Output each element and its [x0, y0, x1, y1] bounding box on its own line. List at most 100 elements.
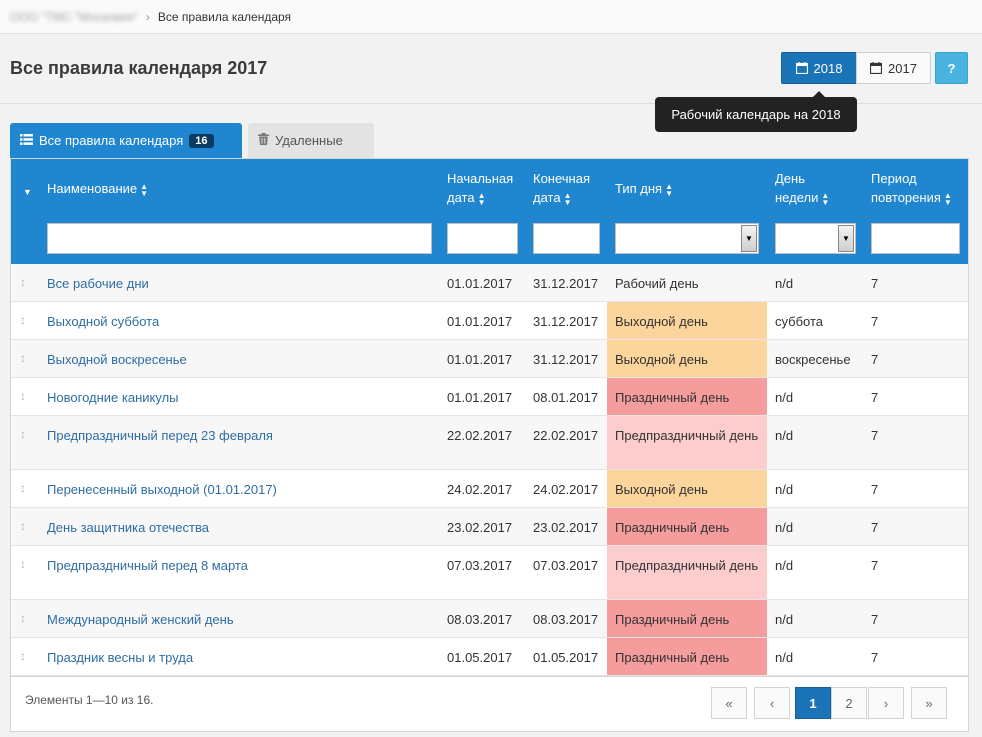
- drag-handle-icon[interactable]: ↕: [20, 519, 26, 533]
- dropdown-arrow-icon[interactable]: ▼: [741, 225, 757, 252]
- rule-name-link[interactable]: Предпраздничный перед 8 марта: [47, 558, 248, 573]
- rule-name-link[interactable]: Выходной воскресенье: [47, 352, 187, 367]
- day-type-cell: Выходной день: [607, 340, 767, 377]
- page-1-button[interactable]: 1: [795, 687, 831, 719]
- day-type-cell: Праздничный день: [607, 600, 767, 637]
- start-date-cell: 07.03.2017: [447, 558, 513, 573]
- rule-name-link[interactable]: Выходной суббота: [47, 314, 160, 329]
- rule-name-link[interactable]: Перенесенный выходной (01.01.2017): [47, 482, 277, 497]
- rules-table-panel: ▼ Наименование ▲ ▼ Начальная дата ▲ ▼ Конечн…: [10, 158, 969, 732]
- table-row[interactable]: ↕ Предпраздничный перед 8 марта 07.03.2017…: [11, 546, 968, 600]
- table-row[interactable]: ↕ Предпраздничный перед 23 февраля 22.02.2…: [11, 416, 968, 470]
- help-button[interactable]: ?: [935, 52, 968, 84]
- weekday-cell: n/d: [775, 520, 794, 535]
- end-date-cell: 23.02.2017: [533, 520, 599, 535]
- calendar-icon: [795, 62, 808, 74]
- day-type-cell: Предпраздничный день: [607, 546, 767, 599]
- day-type-cell: Праздничный день: [607, 378, 767, 415]
- column-header-label: Начальная: [447, 171, 514, 186]
- rule-name-link[interactable]: День защитника отечества: [47, 520, 209, 535]
- page-header: Все правила календаря 2017 2018 2017 ?: [0, 34, 982, 104]
- weekday-cell: n/d: [775, 650, 794, 665]
- column-header-weekday[interactable]: День недели ▲ ▼: [775, 169, 829, 207]
- filter-day-type-select[interactable]: ▼: [615, 223, 759, 254]
- drag-handle-icon[interactable]: ↕: [20, 557, 26, 571]
- start-date-cell: 01.01.2017: [447, 352, 513, 367]
- drag-handle-icon[interactable]: ↕: [20, 275, 26, 289]
- last-page-button[interactable]: »: [911, 687, 947, 719]
- period-cell: 7: [871, 482, 879, 497]
- table-footer: Элементы 1—10 из 16. «‹ 1 2 ›»: [11, 676, 968, 731]
- drag-handle-icon[interactable]: ↕: [20, 313, 26, 327]
- column-header-label: День: [775, 171, 805, 186]
- table-row[interactable]: ↕ Перенесенный выходной (01.01.2017) 24.02…: [11, 470, 968, 508]
- drag-handle-icon[interactable]: ↕: [20, 649, 26, 663]
- period-cell: 7: [871, 276, 879, 291]
- filter-weekday-select[interactable]: ▼: [775, 223, 856, 254]
- drag-handle-icon[interactable]: ↕: [20, 427, 26, 441]
- rule-name-link[interactable]: Международный женский день: [47, 612, 234, 627]
- tab-deleted[interactable]: Удаленные: [248, 123, 374, 158]
- column-header-label: Тип дня: [615, 181, 663, 196]
- breadcrumb-org-link[interactable]: ООО "ТМС "Московия": [10, 9, 138, 24]
- table-row[interactable]: ↕ День защитника отечества 23.02.2017 23.02…: [11, 508, 968, 546]
- column-header-start-date[interactable]: Начальная дата ▲ ▼: [447, 169, 513, 207]
- weekday-cell: n/d: [775, 276, 794, 291]
- day-type-cell: Выходной день: [607, 302, 767, 339]
- column-header-end-date[interactable]: Конечная дата ▲ ▼: [533, 169, 590, 207]
- start-date-cell: 01.01.2017: [447, 314, 513, 329]
- filter-name-input[interactable]: [47, 223, 432, 254]
- trash-icon: [258, 133, 269, 148]
- dropdown-arrow-icon[interactable]: ▼: [838, 225, 854, 252]
- end-date-cell: 22.02.2017: [533, 428, 599, 443]
- table-row[interactable]: ↕ Все рабочие дни 01.01.2017 31.12.2017 Рабо…: [11, 264, 968, 302]
- caret-down-icon[interactable]: ▼: [23, 187, 32, 197]
- table-row[interactable]: ↕ Международный женский день 08.03.2017 08.…: [11, 600, 968, 638]
- day-type-cell: Выходной день: [607, 470, 767, 507]
- drag-handle-icon[interactable]: ↕: [20, 611, 26, 625]
- table-row[interactable]: ↕ Выходной суббота 01.01.2017 31.12.2017 Вых…: [11, 302, 968, 340]
- day-type-cell: Праздничный день: [607, 638, 767, 675]
- end-date-cell: 24.02.2017: [533, 482, 599, 497]
- prev-page-button[interactable]: ‹: [754, 687, 790, 719]
- start-date-cell: 01.01.2017: [447, 276, 513, 291]
- end-date-cell: 07.03.2017: [533, 558, 599, 573]
- column-header-period[interactable]: Период повторения ▲ ▼: [871, 169, 952, 207]
- next-page-button[interactable]: ›: [868, 687, 904, 719]
- end-date-cell: 08.01.2017: [533, 390, 599, 405]
- period-cell: 7: [871, 352, 879, 367]
- filter-start-date-input[interactable]: [447, 223, 518, 254]
- tooltip-arrow: [813, 91, 825, 97]
- page-2-button[interactable]: 2: [831, 687, 867, 719]
- first-page-button[interactable]: «: [711, 687, 747, 719]
- day-type-cell: Рабочий день: [615, 276, 699, 291]
- column-header-name[interactable]: Наименование ▲ ▼: [47, 179, 148, 198]
- end-date-cell: 08.03.2017: [533, 612, 599, 627]
- weekday-cell: воскресенье: [775, 352, 851, 367]
- table-row[interactable]: ↕ Выходной воскресенье 01.01.2017 31.12.201…: [11, 340, 968, 378]
- rule-name-link[interactable]: Все рабочие дни: [47, 276, 149, 291]
- year-2018-button[interactable]: 2018: [781, 52, 857, 84]
- start-date-cell: 01.01.2017: [447, 390, 513, 405]
- drag-handle-icon[interactable]: ↕: [20, 389, 26, 403]
- rule-name-link[interactable]: Новогодние каникулы: [47, 390, 179, 405]
- column-header-day-type[interactable]: Тип дня ▲ ▼: [615, 179, 673, 198]
- column-header-label: дата: [533, 190, 561, 205]
- start-date-cell: 22.02.2017: [447, 428, 513, 443]
- filter-period-input[interactable]: [871, 223, 960, 254]
- column-header-label: Период: [871, 171, 917, 186]
- rule-name-link[interactable]: Предпраздничный перед 23 февраля: [47, 428, 273, 443]
- drag-handle-icon[interactable]: ↕: [20, 481, 26, 495]
- table-row[interactable]: ↕ Праздник весны и труда 01.05.2017 01.05.2…: [11, 638, 968, 676]
- sort-icon: ▲ ▼: [477, 190, 486, 207]
- year-2017-button[interactable]: 2017: [856, 52, 931, 84]
- filter-end-date-input[interactable]: [533, 223, 600, 254]
- table-row[interactable]: ↕ Новогодние каникулы 01.01.2017 08.01.2017…: [11, 378, 968, 416]
- weekday-cell: суббота: [775, 314, 824, 329]
- period-cell: 7: [871, 520, 879, 535]
- rule-name-link[interactable]: Праздник весны и труда: [47, 650, 194, 665]
- column-header-label: повторения: [871, 190, 941, 205]
- end-date-cell: 31.12.2017: [533, 314, 599, 329]
- drag-handle-icon[interactable]: ↕: [20, 351, 26, 365]
- tab-all-rules[interactable]: Все правила календаря 16: [10, 123, 242, 158]
